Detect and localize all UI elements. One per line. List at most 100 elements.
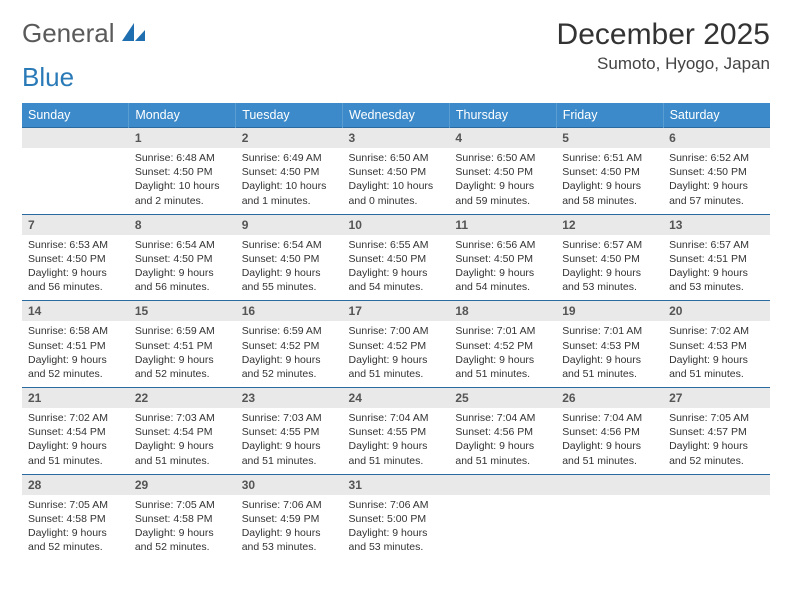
day-number: 11 <box>449 215 556 235</box>
calendar-cell: 7Sunrise: 6:53 AMSunset: 4:50 PMDaylight… <box>22 214 129 301</box>
day-number: 21 <box>22 388 129 408</box>
day-body-empty <box>663 495 770 553</box>
day-body: Sunrise: 6:50 AMSunset: 4:50 PMDaylight:… <box>343 148 450 214</box>
calendar-cell: 18Sunrise: 7:01 AMSunset: 4:52 PMDayligh… <box>449 301 556 388</box>
day-number-empty <box>556 475 663 495</box>
day-body-empty <box>449 495 556 553</box>
calendar-cell: 30Sunrise: 7:06 AMSunset: 4:59 PMDayligh… <box>236 474 343 560</box>
calendar-cell: 6Sunrise: 6:52 AMSunset: 4:50 PMDaylight… <box>663 128 770 215</box>
logo: General <box>22 18 149 49</box>
day-body: Sunrise: 6:50 AMSunset: 4:50 PMDaylight:… <box>449 148 556 214</box>
calendar-cell <box>663 474 770 560</box>
calendar-cell: 31Sunrise: 7:06 AMSunset: 5:00 PMDayligh… <box>343 474 450 560</box>
calendar-row: 21Sunrise: 7:02 AMSunset: 4:54 PMDayligh… <box>22 388 770 475</box>
day-number-empty <box>663 475 770 495</box>
calendar-cell: 8Sunrise: 6:54 AMSunset: 4:50 PMDaylight… <box>129 214 236 301</box>
day-body: Sunrise: 6:58 AMSunset: 4:51 PMDaylight:… <box>22 321 129 387</box>
calendar-cell: 28Sunrise: 7:05 AMSunset: 4:58 PMDayligh… <box>22 474 129 560</box>
calendar-cell: 10Sunrise: 6:55 AMSunset: 4:50 PMDayligh… <box>343 214 450 301</box>
calendar-cell: 12Sunrise: 6:57 AMSunset: 4:50 PMDayligh… <box>556 214 663 301</box>
day-number: 3 <box>343 128 450 148</box>
calendar-cell <box>449 474 556 560</box>
weekday-header: Wednesday <box>343 103 450 128</box>
day-body: Sunrise: 6:54 AMSunset: 4:50 PMDaylight:… <box>236 235 343 301</box>
calendar-cell: 1Sunrise: 6:48 AMSunset: 4:50 PMDaylight… <box>129 128 236 215</box>
day-number: 15 <box>129 301 236 321</box>
calendar-cell: 26Sunrise: 7:04 AMSunset: 4:56 PMDayligh… <box>556 388 663 475</box>
day-body: Sunrise: 6:57 AMSunset: 4:51 PMDaylight:… <box>663 235 770 301</box>
calendar-row: 1Sunrise: 6:48 AMSunset: 4:50 PMDaylight… <box>22 128 770 215</box>
day-number: 5 <box>556 128 663 148</box>
calendar-cell: 16Sunrise: 6:59 AMSunset: 4:52 PMDayligh… <box>236 301 343 388</box>
title-block: December 2025 Sumoto, Hyogo, Japan <box>557 18 770 74</box>
day-body: Sunrise: 7:01 AMSunset: 4:52 PMDaylight:… <box>449 321 556 387</box>
calendar-cell: 25Sunrise: 7:04 AMSunset: 4:56 PMDayligh… <box>449 388 556 475</box>
day-body-empty <box>556 495 663 553</box>
weekday-row: SundayMondayTuesdayWednesdayThursdayFrid… <box>22 103 770 128</box>
day-number: 28 <box>22 475 129 495</box>
day-number: 18 <box>449 301 556 321</box>
calendar-head: SundayMondayTuesdayWednesdayThursdayFrid… <box>22 103 770 128</box>
day-number: 31 <box>343 475 450 495</box>
day-body: Sunrise: 7:05 AMSunset: 4:58 PMDaylight:… <box>129 495 236 561</box>
day-number: 6 <box>663 128 770 148</box>
day-body: Sunrise: 7:05 AMSunset: 4:58 PMDaylight:… <box>22 495 129 561</box>
day-number: 7 <box>22 215 129 235</box>
calendar-cell: 13Sunrise: 6:57 AMSunset: 4:51 PMDayligh… <box>663 214 770 301</box>
location-text: Sumoto, Hyogo, Japan <box>557 54 770 74</box>
day-body: Sunrise: 7:04 AMSunset: 4:56 PMDaylight:… <box>556 408 663 474</box>
day-body: Sunrise: 6:54 AMSunset: 4:50 PMDaylight:… <box>129 235 236 301</box>
day-number-empty <box>449 475 556 495</box>
calendar-cell: 20Sunrise: 7:02 AMSunset: 4:53 PMDayligh… <box>663 301 770 388</box>
day-body: Sunrise: 6:59 AMSunset: 4:52 PMDaylight:… <box>236 321 343 387</box>
day-number-empty <box>22 128 129 148</box>
calendar-cell: 19Sunrise: 7:01 AMSunset: 4:53 PMDayligh… <box>556 301 663 388</box>
weekday-header: Tuesday <box>236 103 343 128</box>
day-body: Sunrise: 6:48 AMSunset: 4:50 PMDaylight:… <box>129 148 236 214</box>
calendar-cell: 14Sunrise: 6:58 AMSunset: 4:51 PMDayligh… <box>22 301 129 388</box>
calendar-row: 14Sunrise: 6:58 AMSunset: 4:51 PMDayligh… <box>22 301 770 388</box>
day-body: Sunrise: 7:03 AMSunset: 4:55 PMDaylight:… <box>236 408 343 474</box>
day-body: Sunrise: 6:55 AMSunset: 4:50 PMDaylight:… <box>343 235 450 301</box>
calendar-cell: 21Sunrise: 7:02 AMSunset: 4:54 PMDayligh… <box>22 388 129 475</box>
calendar-cell: 22Sunrise: 7:03 AMSunset: 4:54 PMDayligh… <box>129 388 236 475</box>
day-body: Sunrise: 7:03 AMSunset: 4:54 PMDaylight:… <box>129 408 236 474</box>
day-body: Sunrise: 7:06 AMSunset: 4:59 PMDaylight:… <box>236 495 343 561</box>
day-number: 29 <box>129 475 236 495</box>
calendar-cell: 3Sunrise: 6:50 AMSunset: 4:50 PMDaylight… <box>343 128 450 215</box>
day-body: Sunrise: 7:01 AMSunset: 4:53 PMDaylight:… <box>556 321 663 387</box>
day-number: 17 <box>343 301 450 321</box>
weekday-header: Saturday <box>663 103 770 128</box>
month-title: December 2025 <box>557 18 770 52</box>
day-body: Sunrise: 6:52 AMSunset: 4:50 PMDaylight:… <box>663 148 770 214</box>
calendar-cell: 17Sunrise: 7:00 AMSunset: 4:52 PMDayligh… <box>343 301 450 388</box>
logo-text-gray: General <box>22 18 115 49</box>
day-body: Sunrise: 6:57 AMSunset: 4:50 PMDaylight:… <box>556 235 663 301</box>
day-body: Sunrise: 6:56 AMSunset: 4:50 PMDaylight:… <box>449 235 556 301</box>
day-number: 12 <box>556 215 663 235</box>
day-body: Sunrise: 7:04 AMSunset: 4:56 PMDaylight:… <box>449 408 556 474</box>
day-body: Sunrise: 7:00 AMSunset: 4:52 PMDaylight:… <box>343 321 450 387</box>
day-number: 26 <box>556 388 663 408</box>
calendar-cell: 4Sunrise: 6:50 AMSunset: 4:50 PMDaylight… <box>449 128 556 215</box>
calendar-cell: 15Sunrise: 6:59 AMSunset: 4:51 PMDayligh… <box>129 301 236 388</box>
day-number: 27 <box>663 388 770 408</box>
day-number: 10 <box>343 215 450 235</box>
calendar-cell: 24Sunrise: 7:04 AMSunset: 4:55 PMDayligh… <box>343 388 450 475</box>
calendar-body: 1Sunrise: 6:48 AMSunset: 4:50 PMDaylight… <box>22 128 770 561</box>
day-body: Sunrise: 7:04 AMSunset: 4:55 PMDaylight:… <box>343 408 450 474</box>
day-body: Sunrise: 6:49 AMSunset: 4:50 PMDaylight:… <box>236 148 343 214</box>
day-number: 30 <box>236 475 343 495</box>
calendar-table: SundayMondayTuesdayWednesdayThursdayFrid… <box>22 103 770 560</box>
day-number: 24 <box>343 388 450 408</box>
day-number: 23 <box>236 388 343 408</box>
day-body: Sunrise: 7:06 AMSunset: 5:00 PMDaylight:… <box>343 495 450 561</box>
day-number: 9 <box>236 215 343 235</box>
day-number: 20 <box>663 301 770 321</box>
calendar-cell: 5Sunrise: 6:51 AMSunset: 4:50 PMDaylight… <box>556 128 663 215</box>
day-body-empty <box>22 148 129 206</box>
day-number: 22 <box>129 388 236 408</box>
calendar-row: 7Sunrise: 6:53 AMSunset: 4:50 PMDaylight… <box>22 214 770 301</box>
day-number: 2 <box>236 128 343 148</box>
calendar-cell: 2Sunrise: 6:49 AMSunset: 4:50 PMDaylight… <box>236 128 343 215</box>
